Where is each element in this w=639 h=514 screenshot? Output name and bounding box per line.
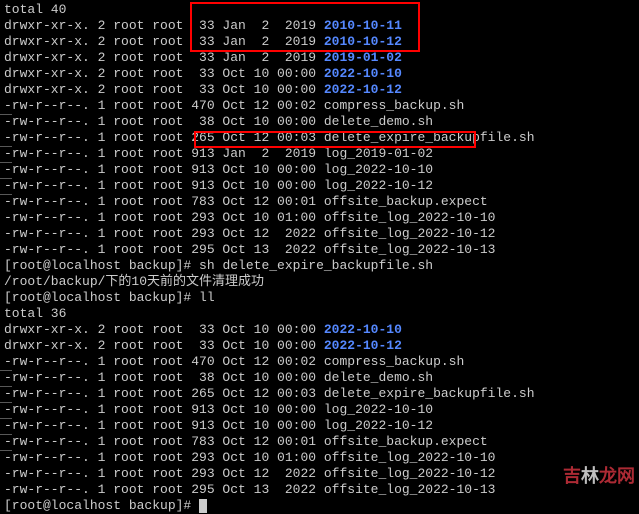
ls-row: -rw-r--r--. 1 root root 913 Oct 10 00:00… (4, 402, 635, 418)
ls-row: drwxr-xr-x. 2 root root 33 Oct 10 00:00 … (4, 322, 635, 338)
ls-row: -rw-r--r--. 1 root root 470 Oct 12 00:02… (4, 98, 635, 114)
ls-row: -rw-r--r--. 1 root root 470 Oct 12 00:02… (4, 354, 635, 370)
ls-row: -rw-r--r--. 1 root root 38 Oct 10 00:00 … (4, 370, 635, 386)
ls-row: drwxr-xr-x. 2 root root 33 Jan 2 2019 20… (4, 18, 635, 34)
ls-row: drwxr-xr-x. 2 root root 33 Jan 2 2019 20… (4, 34, 635, 50)
ls-row: -rw-r--r--. 1 root root 293 Oct 10 01:00… (4, 210, 635, 226)
terminal-output: total 40drwxr-xr-x. 2 root root 33 Jan 2… (4, 2, 635, 514)
ls-row: -rw-r--r--. 1 root root 38 Oct 10 00:00 … (4, 114, 635, 130)
ls-row: -rw-r--r--. 1 root root 265 Oct 12 00:03… (4, 130, 635, 146)
ls-row: drwxr-xr-x. 2 root root 33 Jan 2 2019 20… (4, 50, 635, 66)
cursor (199, 499, 207, 513)
ls-row: -rw-r--r--. 1 root root 913 Oct 10 00:00… (4, 418, 635, 434)
prompt-line[interactable]: [root@localhost backup]# ll (4, 290, 635, 306)
ls-row: -rw-r--r--. 1 root root 293 Oct 12 2022 … (4, 226, 635, 242)
ls-row: drwxr-xr-x. 2 root root 33 Oct 10 00:00 … (4, 66, 635, 82)
ls-row: -rw-r--r--. 1 root root 265 Oct 12 00:03… (4, 386, 635, 402)
watermark-text: 吉林龙网 (563, 466, 635, 486)
cmd-output: /root/backup/下的10天前的文件清理成功 (4, 274, 635, 290)
ls-total: total 40 (4, 2, 635, 18)
ls-row: -rw-r--r--. 1 root root 295 Oct 13 2022 … (4, 242, 635, 258)
ls-row: -rw-r--r--. 1 root root 293 Oct 12 2022 … (4, 466, 635, 482)
ls-row: -rw-r--r--. 1 root root 293 Oct 10 01:00… (4, 450, 635, 466)
ls-row: -rw-r--r--. 1 root root 783 Oct 12 00:01… (4, 434, 635, 450)
ls-row: drwxr-xr-x. 2 root root 33 Oct 10 00:00 … (4, 82, 635, 98)
ls-row: -rw-r--r--. 1 root root 295 Oct 13 2022 … (4, 482, 635, 498)
ls-row: -rw-r--r--. 1 root root 783 Oct 12 00:01… (4, 194, 635, 210)
ls-row: -rw-r--r--. 1 root root 913 Jan 2 2019 l… (4, 146, 635, 162)
ls-row: drwxr-xr-x. 2 root root 33 Oct 10 00:00 … (4, 338, 635, 354)
prompt-line[interactable]: [root@localhost backup]# sh delete_expir… (4, 258, 635, 274)
ls-total: total 36 (4, 306, 635, 322)
watermark: 吉林龙网 (563, 468, 635, 484)
ls-row: -rw-r--r--. 1 root root 913 Oct 10 00:00… (4, 178, 635, 194)
ls-row: -rw-r--r--. 1 root root 913 Oct 10 00:00… (4, 162, 635, 178)
